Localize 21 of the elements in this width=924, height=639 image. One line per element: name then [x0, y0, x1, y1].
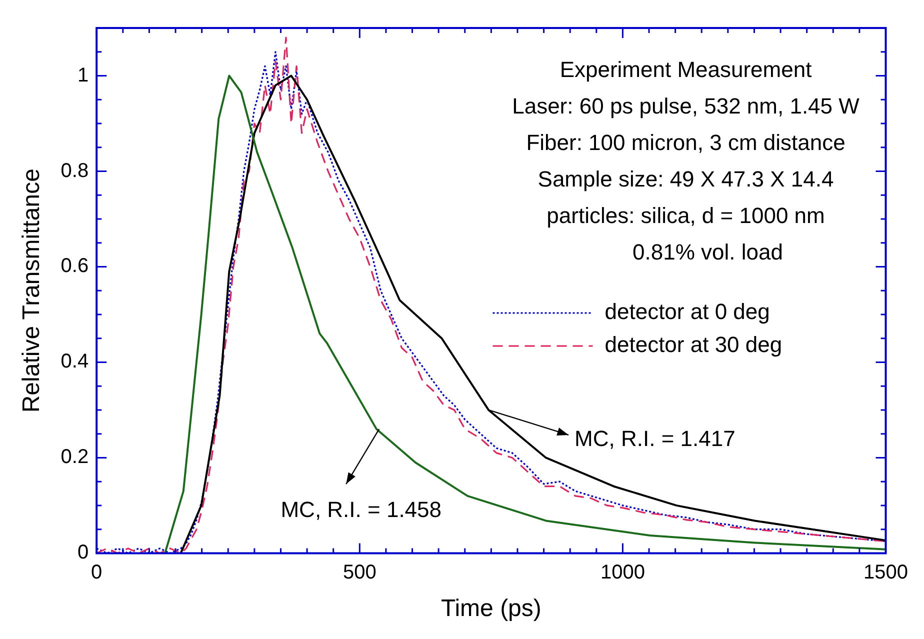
- annotation: Fiber: 100 micron, 3 cm distance: [526, 130, 846, 156]
- annotation: MC, R.I. = 1.417: [574, 426, 736, 452]
- x-tick-label: 1500: [864, 562, 908, 584]
- y-axis-title: Relative Transmittance: [18, 168, 46, 413]
- annotation: MC, R.I. = 1.458: [280, 497, 442, 522]
- annotation: Laser: 60 ps pulse, 532 nm, 1.45 W: [512, 94, 860, 119]
- annotation: 0.81% vol. load: [632, 240, 783, 265]
- y-tick-label: 0.8: [60, 160, 89, 182]
- y-tick-label: 0.2: [60, 446, 89, 468]
- annotation: Experiment Measurement: [560, 57, 812, 82]
- x-tick-label: 500: [342, 562, 376, 584]
- legend-label: detector at 30 deg: [604, 332, 782, 358]
- x-axis-title: Time (ps): [440, 595, 542, 622]
- y-tick-label: 0: [77, 542, 89, 564]
- y-tick-label: 0.4: [60, 350, 89, 373]
- annotation: particles: silica, d = 1000 nm: [546, 203, 825, 228]
- y-tick-label: 1: [77, 64, 89, 86]
- legend-label: detector at 0 deg: [604, 299, 770, 324]
- x-tick-label: 1000: [600, 562, 645, 584]
- annotation: Sample size: 49 X 47.3 X 14.4: [538, 166, 834, 192]
- y-tick-label: 0.6: [60, 255, 89, 278]
